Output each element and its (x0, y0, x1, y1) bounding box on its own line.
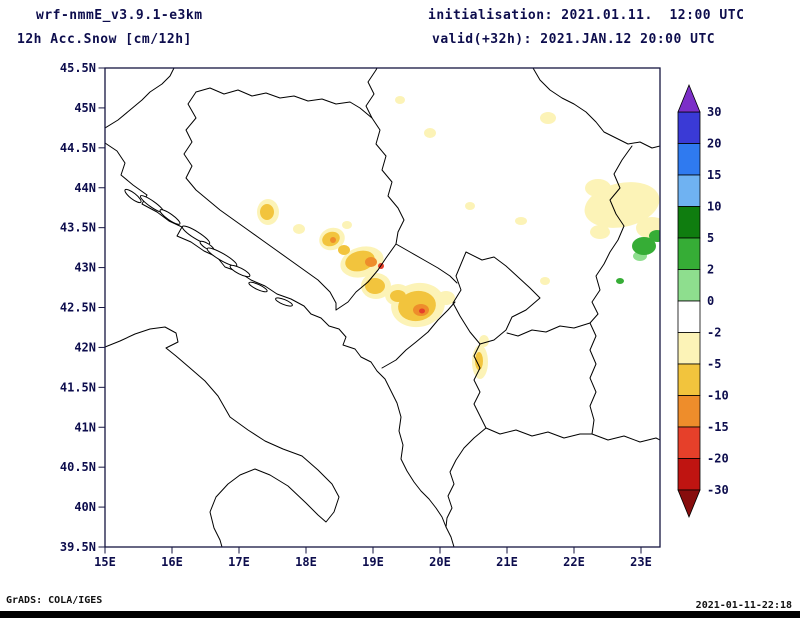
colorbar-segment (678, 207, 700, 239)
lat-tick-label: 43N (74, 261, 96, 275)
snow-patch-pale (540, 277, 550, 285)
snow-patch-green (616, 278, 624, 284)
snow-patch-pale (293, 224, 305, 234)
lon-tick-label: 18E (295, 555, 317, 569)
lon-tick-label: 17E (228, 555, 250, 569)
colorbar-segment (678, 396, 700, 428)
colorbar-segment (678, 364, 700, 396)
lat-tick-label: 45N (74, 101, 96, 115)
border-macedonia-greece (486, 428, 660, 442)
lat-tick-label: 42N (74, 340, 96, 354)
colorbar-segment (678, 301, 700, 333)
snow-patch-pale (515, 217, 527, 225)
colorbar-segment (678, 175, 700, 207)
colorbar-segment (678, 270, 700, 302)
colorbar-tick-label: 15 (707, 168, 721, 182)
colorbar-arrow-top (678, 85, 700, 112)
snow-patch-amber (260, 204, 274, 220)
border-slovenia-croatia (105, 68, 174, 128)
island (275, 296, 294, 307)
colorbar-tick-label: 10 (707, 200, 721, 214)
lon-tick-label: 15E (94, 555, 116, 569)
lat-tick-label: 43.5N (60, 221, 96, 235)
lon-tick-label: 19E (362, 555, 384, 569)
island (158, 208, 181, 227)
lon-tick-label: 21E (496, 555, 518, 569)
colorbar-tick-label: -15 (707, 420, 729, 434)
border-macedonia-north (507, 323, 590, 336)
colorbar-arrow-bottom (678, 490, 700, 517)
map-frame (105, 68, 660, 547)
snow-patch-pale (342, 221, 352, 229)
colorbar-tick-label: -30 (707, 483, 729, 497)
snow-patch-pale (590, 225, 610, 239)
colorbar-tick-label: -5 (707, 357, 721, 371)
colorbar-tick-label: 2 (707, 263, 714, 277)
snow-patch-orange (365, 257, 377, 267)
italy-coastline (105, 327, 339, 547)
snow-patch-red (419, 309, 425, 314)
snow-patch-pale (465, 202, 475, 210)
border-croatia-serbia (366, 68, 377, 118)
colorbar-tick-label: -20 (707, 452, 729, 466)
lat-tick-label: 41N (74, 420, 96, 434)
map-borders (105, 68, 660, 547)
snow-patch-pale (437, 291, 455, 305)
longitude-axis: 15E 16E 17E 18E 19E 20E 21E 22E 23E (94, 547, 652, 569)
snow-patch-amber (338, 245, 350, 255)
lon-tick-label: 16E (161, 555, 183, 569)
colorbar-tick-label: 0 (707, 294, 714, 308)
grads-credit: GrADS: COLA/IGES (6, 595, 102, 606)
snow-patch-pale (585, 179, 611, 197)
colorbar-tick-label: -2 (707, 326, 721, 340)
border-croatia-bosnia-west (184, 92, 336, 310)
border-kosovo (453, 252, 540, 344)
colorbar-segment (678, 144, 700, 176)
colorbar-segment (678, 238, 700, 270)
lat-tick-label: 40N (74, 500, 96, 514)
colorbar-segment (678, 333, 700, 365)
border-serbia-romania (533, 68, 660, 148)
latitude-axis: 45.5N 45N 44.5N 44N 43.5N 43N 42.5N 42N 41.5N 41N… (60, 61, 105, 554)
map-plot: 45.5N 45N 44.5N 44N 43.5N 43N 42.5N 42N 41.5N 41N… (0, 0, 800, 618)
border-albania-greece (446, 428, 486, 527)
colorbar-tick-label: 20 (707, 137, 721, 151)
lat-tick-label: 44.5N (60, 141, 96, 155)
lat-tick-label: 42.5N (60, 301, 96, 315)
lat-tick-label: 45.5N (60, 61, 96, 75)
island (229, 263, 251, 278)
snow-patch-amber (365, 278, 385, 294)
weather-map-page: wrf-nmmE_v3.9.1-e3km 12h Acc.Snow [cm/12… (0, 0, 800, 618)
lat-tick-label: 39.5N (60, 540, 96, 554)
bottom-bar (0, 611, 800, 618)
border-croatia-bosnia-north (196, 88, 372, 118)
snow-patch-orange (330, 237, 336, 243)
snow-patch-pale (395, 96, 405, 104)
lon-tick-label: 20E (429, 555, 451, 569)
colorbar: 30201510520-2-5-10-15-20-30 (678, 85, 729, 517)
border-macedonia-bulgaria (590, 323, 596, 434)
colorbar-tick-label: -10 (707, 389, 729, 403)
lat-tick-label: 40.5N (60, 460, 96, 474)
colorbar-segment (678, 459, 700, 491)
colorbar-segment (678, 112, 700, 144)
colorbar-tick-label: 30 (707, 105, 721, 119)
snow-shading (257, 96, 668, 379)
border-montenegro-serbia (396, 244, 457, 283)
lon-tick-label: 23E (630, 555, 652, 569)
colorbar-tick-label: 5 (707, 231, 714, 245)
colorbar-segment (678, 427, 700, 459)
island (248, 281, 268, 294)
snow-patch-pale (540, 112, 556, 124)
lon-tick-label: 22E (563, 555, 585, 569)
timestamp: 2021-01-11-22:18 (696, 600, 792, 611)
lat-tick-label: 41.5N (60, 380, 96, 394)
lat-tick-label: 44N (74, 181, 96, 195)
border-bosnia-serbia (372, 118, 404, 244)
snow-patch-pale (479, 335, 489, 347)
snow-patch-pale (424, 128, 436, 138)
snow-patch-green (649, 230, 665, 242)
